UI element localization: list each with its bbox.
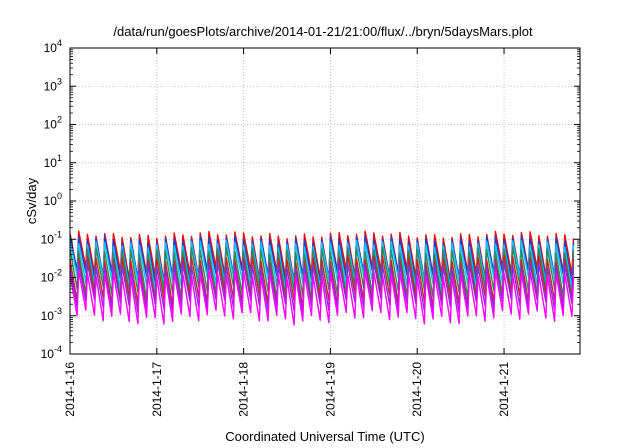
y-tick-label: 102 [44,115,62,132]
y-tick-base: 10 [41,309,55,323]
y-tick-exponent: -4 [54,344,62,354]
y-tick-base: 10 [41,271,55,285]
y-tick-label: 10-2 [41,268,62,285]
x-tick-labels: 2014-1-16 2014-1-17 2014-1-18 2014-1-19 2014… [63,362,511,417]
y-tick-label: 10-4 [41,344,62,361]
series-lines [69,230,575,326]
y-tick-base: 10 [44,118,58,132]
series-line [69,270,575,326]
x-axis-label: Coordinated Universal Time (UTC) [225,429,424,444]
chart-title: /data/run/goesPlots/archive/2014-01-21/2… [113,24,533,39]
x-tick-label: 2014-1-18 [237,362,251,417]
axis-ticks [69,47,580,355]
y-tick-base: 10 [41,347,55,361]
x-tick-label: 2014-1-16 [63,362,77,417]
y-tick-exponent: 0 [57,191,62,201]
y-tick-exponent: 1 [57,153,62,163]
y-tick-exponent: 3 [57,76,62,86]
y-tick-exponent: -2 [54,268,62,278]
y-axis-label: cSv/day [24,177,39,224]
y-tick-exponent: 2 [57,115,62,125]
y-tick-label: 10-3 [41,306,62,323]
y-tick-base: 10 [44,194,58,208]
y-tick-label: 104 [44,38,62,55]
y-tick-label: 10-1 [41,229,62,246]
y-tick-base: 10 [44,79,58,93]
y-tick-exponent: -1 [54,229,62,239]
y-tick-base: 10 [44,41,58,55]
y-tick-exponent: -3 [54,306,62,316]
y-tick-exponent: 4 [57,38,62,48]
x-tick-label: 2014-1-17 [150,362,164,417]
y-tick-label: 101 [44,153,62,170]
y-tick-base: 10 [41,232,55,246]
x-tick-label: 2014-1-19 [323,362,337,417]
y-tick-label: 103 [44,76,62,93]
x-tick-label: 2014-1-21 [497,362,511,417]
y-tick-label: 100 [44,191,62,208]
y-tick-base: 10 [44,156,58,170]
x-tick-label: 2014-1-20 [410,362,424,417]
